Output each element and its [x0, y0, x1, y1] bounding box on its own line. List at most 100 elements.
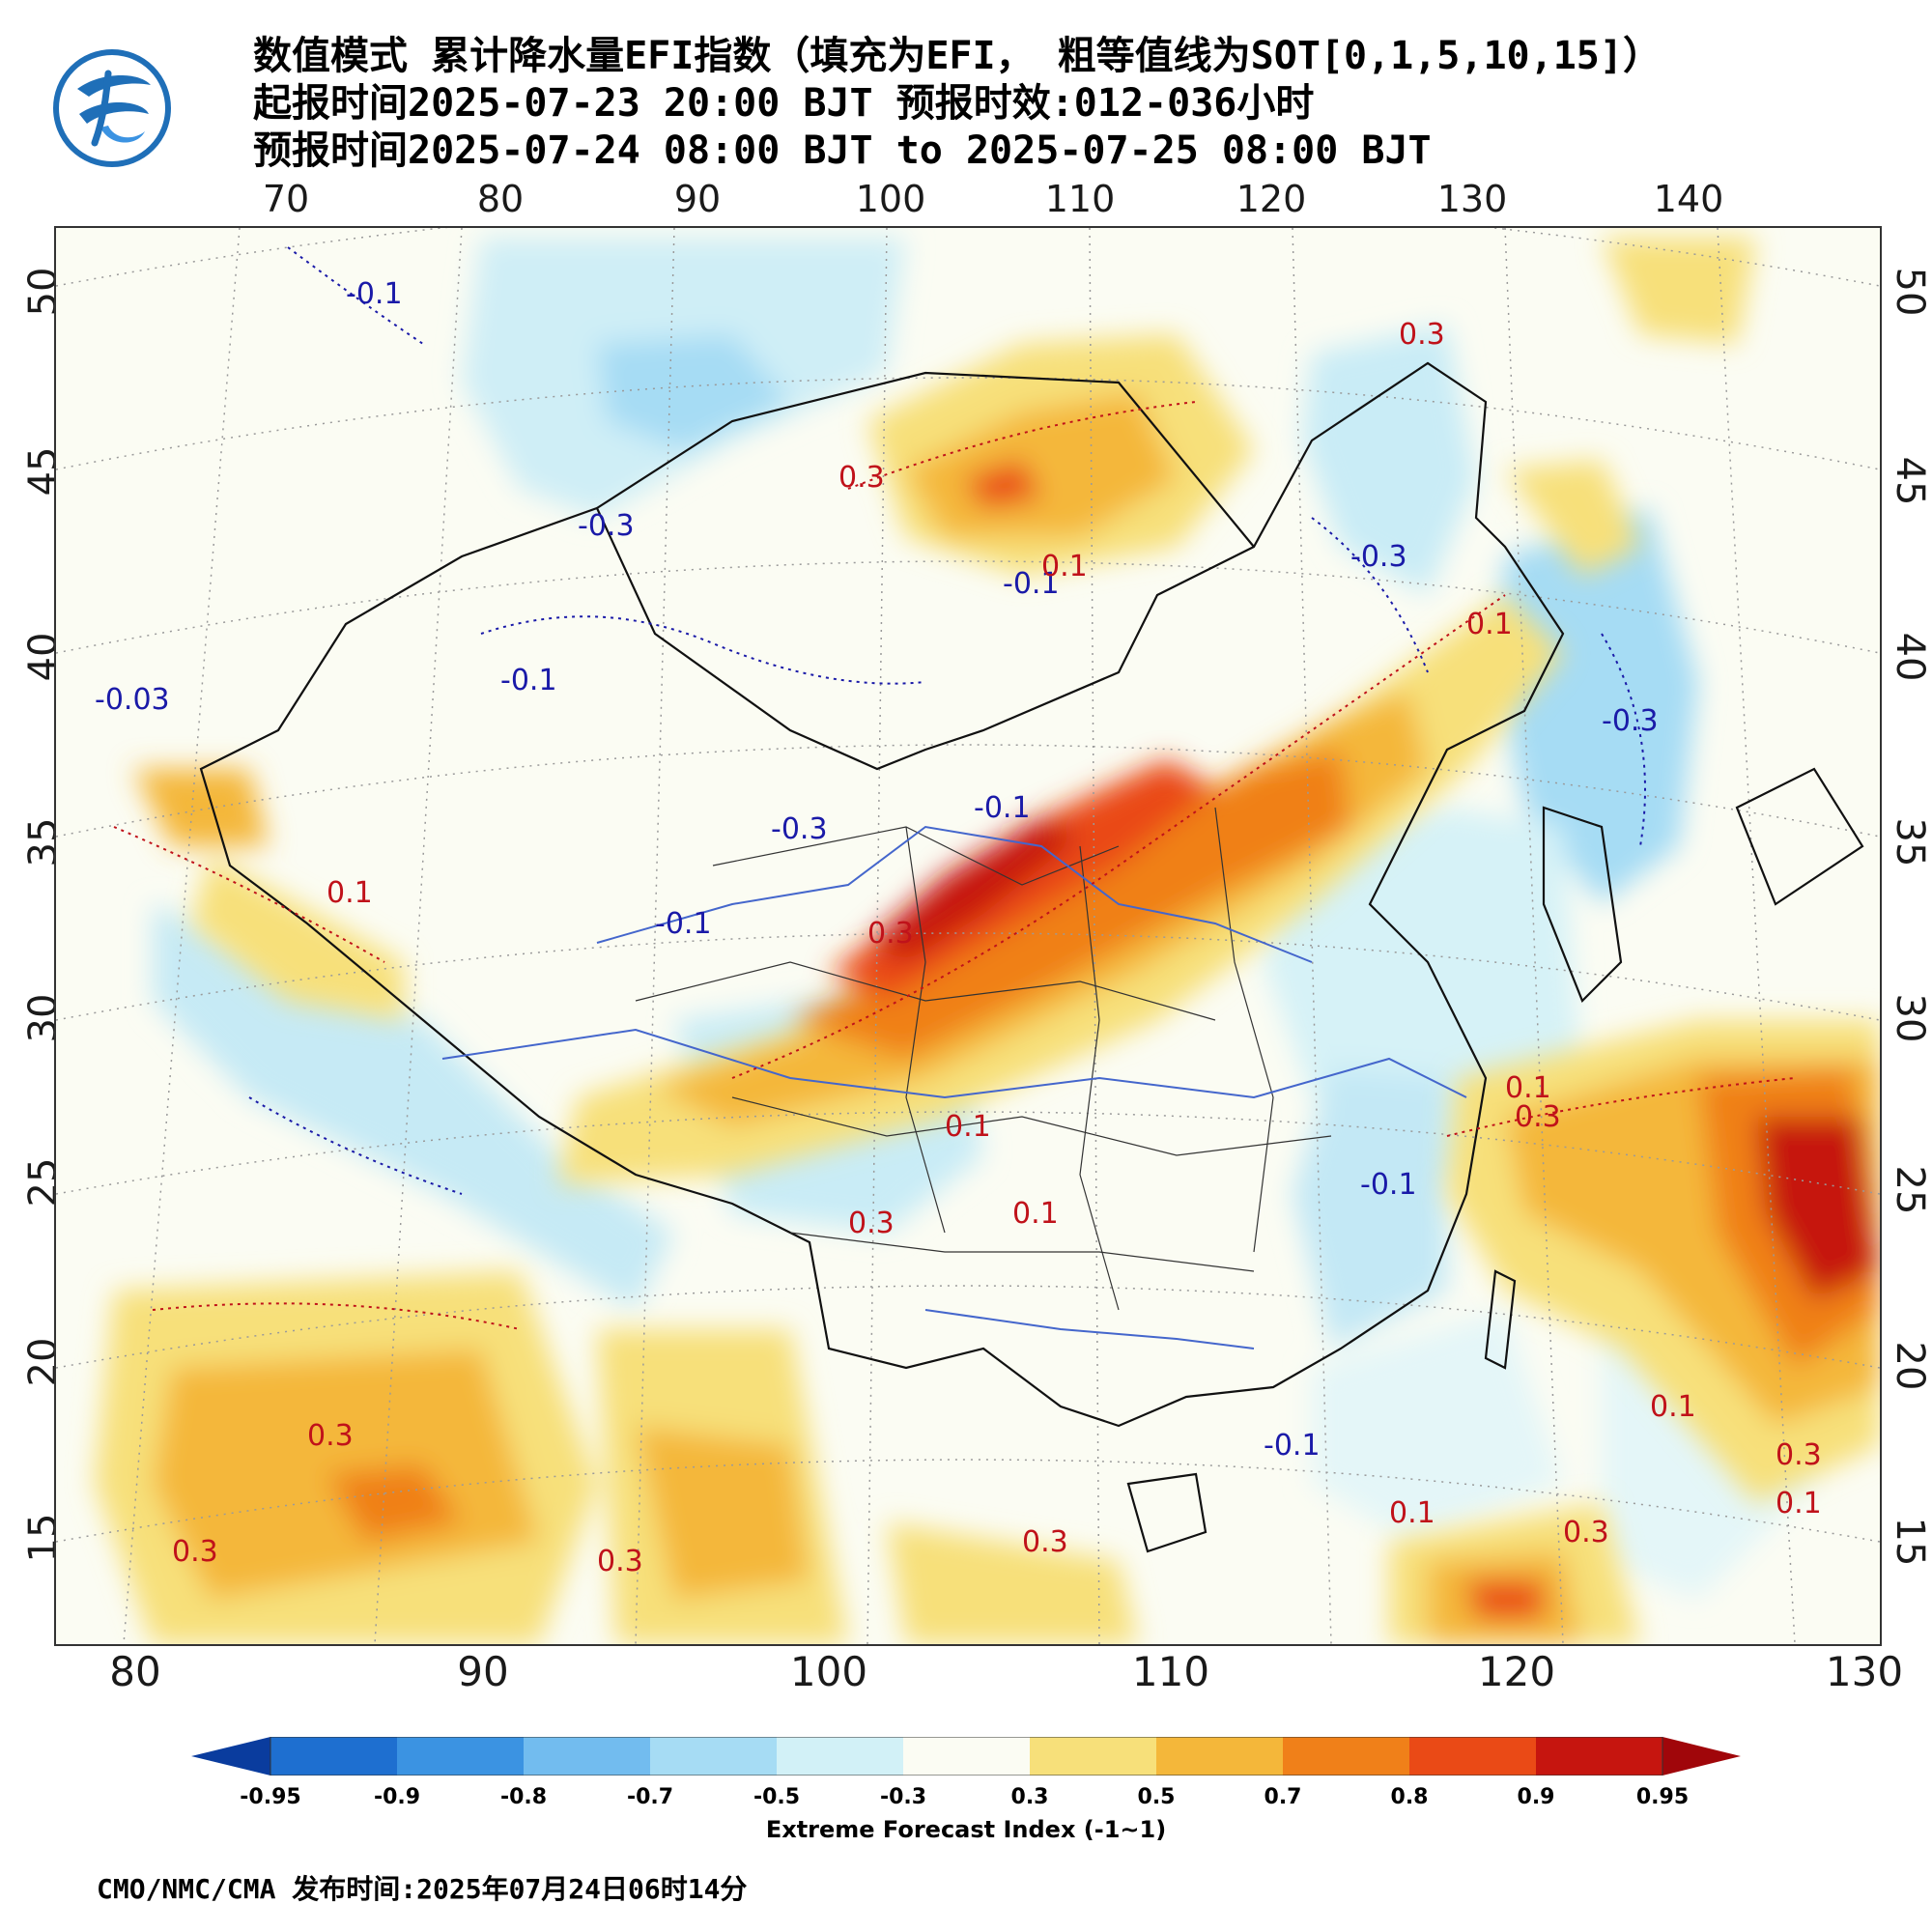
contour-label: -0.03 [95, 683, 170, 717]
contour-label: 0.1 [1466, 608, 1513, 641]
contour-label: 0.1 [1389, 1496, 1435, 1530]
colorbar-label: 0.9 [1517, 1785, 1555, 1809]
rain-belt-dark-orange [790, 750, 1350, 1059]
korea-peninsula [1542, 806, 1623, 1003]
contour-label: 0.1 [1041, 550, 1088, 583]
rivers [441, 825, 1467, 1350]
contour-label: 0.3 [172, 1535, 218, 1569]
contour-label: -0.3 [1350, 540, 1407, 574]
map-title: 数值模式 累计降水量EFI指数（填充为EFI， 粗等值线为SOT[0,1,5,1… [253, 34, 1662, 78]
contour-label: 0.3 [1515, 1100, 1561, 1134]
colorbar-segment [777, 1737, 903, 1776]
western-pacific-red [1756, 1117, 1880, 1300]
efi-map: -0.1 -0.3 -0.1 -0.03 -0.3 -0.1 -0.1 -0.3… [54, 226, 1882, 1646]
contour-label: -0.1 [500, 664, 557, 697]
colorbar-label: -0.5 [753, 1785, 801, 1809]
right-lat-label: 35 [1888, 817, 1932, 867]
colorbar-title: Extreme Forecast Index (-1~1) [765, 1816, 1167, 1843]
pearl-river [924, 1309, 1255, 1350]
top-lon-label: 120 [1236, 178, 1307, 220]
map-canvas: -0.1 -0.3 -0.1 -0.03 -0.3 -0.1 -0.1 -0.3… [56, 228, 1880, 1644]
inner-mongolia-red [964, 460, 1041, 508]
bay-of-bengal-dark-orange [327, 1464, 462, 1542]
colorbar-segment [524, 1737, 650, 1776]
contour-label: 0.1 [1012, 1197, 1059, 1231]
hainan-island [1126, 1472, 1208, 1553]
contour-label: 0.1 [1776, 1487, 1822, 1520]
contour-label: -0.1 [1264, 1429, 1321, 1463]
indochina-orange [636, 1426, 810, 1600]
pamir-orange [133, 769, 269, 846]
colorbar-low-arrow [191, 1737, 270, 1776]
positive-contour [113, 826, 385, 963]
contour-label: -0.1 [346, 277, 403, 311]
colorbar-label: 0.8 [1390, 1785, 1429, 1809]
negative-efi-areas [153, 238, 1814, 1600]
mongolia-negative-core [597, 334, 790, 450]
sot-contours [113, 246, 1796, 1330]
top-lon-label: 110 [1044, 178, 1116, 220]
right-lat-label: 50 [1888, 267, 1932, 317]
contour-label: -0.1 [1360, 1168, 1417, 1202]
positive-contour [1446, 1077, 1796, 1137]
japan-coast [1735, 767, 1864, 906]
china-border [199, 361, 1565, 1428]
right-lat-label: 20 [1888, 1341, 1932, 1391]
top-lon-label: 100 [855, 178, 926, 220]
colorbar-label: -0.9 [373, 1785, 421, 1809]
contour-label: 0.3 [307, 1419, 354, 1453]
bottom-lon-label: 110 [1131, 1648, 1210, 1695]
country-borders [199, 361, 1864, 1553]
colorbar-segment [270, 1737, 397, 1776]
northeast-coast-yellow [1505, 460, 1640, 576]
taiwan-island [1484, 1269, 1517, 1370]
contour-label: -0.3 [1602, 704, 1659, 738]
south-china-sea-negative-area [1312, 1310, 1563, 1542]
colorbar-label: 0.5 [1137, 1785, 1176, 1809]
contour-label: 0.3 [597, 1545, 643, 1578]
contour-label: -0.3 [578, 509, 635, 543]
right-lat-label: 30 [1888, 993, 1932, 1043]
bottom-lon-label: 130 [1825, 1648, 1904, 1695]
colorbar-label: -0.95 [240, 1785, 301, 1809]
contour-label: 0.1 [945, 1110, 991, 1144]
bottom-lon-label: 90 [457, 1648, 509, 1695]
title-block: 数值模式 累计降水量EFI指数（填充为EFI， 粗等值线为SOT[0,1,5,1… [253, 33, 1662, 175]
colorbar-segment [397, 1737, 524, 1776]
contour-label: 0.3 [1399, 318, 1445, 352]
contour-label: -0.1 [1003, 567, 1060, 601]
right-lat-label: 15 [1888, 1517, 1932, 1567]
contour-label: 0.1 [1650, 1390, 1696, 1424]
contour-label: -0.1 [974, 791, 1031, 825]
colorbar-label: 0.3 [1010, 1785, 1049, 1809]
colorbar-segment [903, 1737, 1030, 1776]
contour-label: 0.1 [1505, 1071, 1551, 1105]
positive-contour [731, 594, 1506, 1079]
colorbar-segment [1030, 1737, 1156, 1776]
bottom-lon-label: 80 [109, 1648, 161, 1695]
negative-contour [287, 246, 424, 345]
west-tibet-yellow [191, 856, 404, 1020]
contour-label: 0.3 [848, 1207, 895, 1240]
province-borders [635, 807, 1332, 1311]
valid-time: 预报时间2025-07-24 08:00 BJT to 2025-07-25 0… [253, 128, 1432, 173]
yangtze-river [441, 1028, 1467, 1099]
contour-label: 0.3 [1022, 1525, 1068, 1559]
right-lat-label: 45 [1888, 456, 1932, 506]
contour-label: 0.3 [838, 461, 885, 495]
mongolia-border [596, 371, 1255, 548]
top-lon-label: 70 [262, 178, 310, 220]
contour-label: 0.3 [1563, 1516, 1609, 1549]
negative-contour [1601, 633, 1646, 847]
footer-issue-time: CMO/NMC/CMA 发布时间:2025年07月24日06时14分 [97, 1873, 748, 1905]
southeast-china-negative-area [1293, 1068, 1447, 1349]
init-time: 起报时间2025-07-23 20:00 BJT 预报时效:012-036小时 [253, 81, 1315, 126]
negative-contour [1311, 517, 1429, 673]
right-lat-label: 25 [1888, 1165, 1932, 1215]
colorbar-label: 0.7 [1264, 1785, 1302, 1809]
philippines-red [1466, 1580, 1544, 1619]
contour-label: 0.3 [867, 917, 914, 951]
right-lat-label: 40 [1888, 632, 1932, 682]
contour-label: -0.3 [771, 812, 828, 846]
colorbar-segment [1283, 1737, 1409, 1776]
